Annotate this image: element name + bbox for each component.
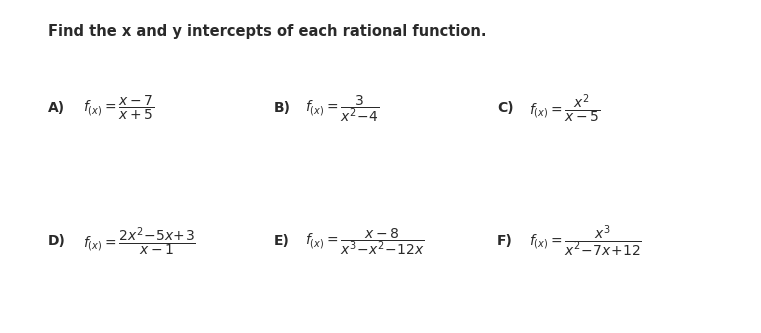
Text: $f_{(x)}=\dfrac{x^3}{x^2\!-\!7x\!+\!12}$: $f_{(x)}=\dfrac{x^3}{x^2\!-\!7x\!+\!12}$	[529, 223, 642, 259]
Text: E): E)	[274, 234, 289, 248]
Text: C): C)	[497, 101, 514, 115]
Text: $f_{(x)}=\dfrac{x^2}{x-5}$: $f_{(x)}=\dfrac{x^2}{x-5}$	[529, 92, 600, 125]
Text: $f_{(x)}=\dfrac{x-8}{x^3\!-\!x^2\!-\!12x}$: $f_{(x)}=\dfrac{x-8}{x^3\!-\!x^2\!-\!12x…	[305, 226, 425, 257]
Text: $f_{(x)}=\dfrac{3}{x^2\!-\!4}$: $f_{(x)}=\dfrac{3}{x^2\!-\!4}$	[305, 93, 380, 124]
Text: A): A)	[48, 101, 65, 115]
Text: Find the x and y intercepts of each rational function.: Find the x and y intercepts of each rati…	[48, 24, 486, 39]
Text: $f_{(x)}=\dfrac{x-7}{x+5}$: $f_{(x)}=\dfrac{x-7}{x+5}$	[83, 94, 155, 122]
Text: B): B)	[274, 101, 291, 115]
Text: F): F)	[497, 234, 513, 248]
Text: D): D)	[48, 234, 65, 248]
Text: $f_{(x)}=\dfrac{2x^2\!-\!5x\!+\!3}{x-1}$: $f_{(x)}=\dfrac{2x^2\!-\!5x\!+\!3}{x-1}$	[83, 225, 196, 258]
